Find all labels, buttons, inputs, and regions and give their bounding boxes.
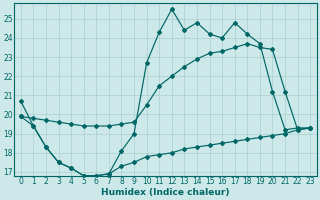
- X-axis label: Humidex (Indice chaleur): Humidex (Indice chaleur): [101, 188, 230, 197]
